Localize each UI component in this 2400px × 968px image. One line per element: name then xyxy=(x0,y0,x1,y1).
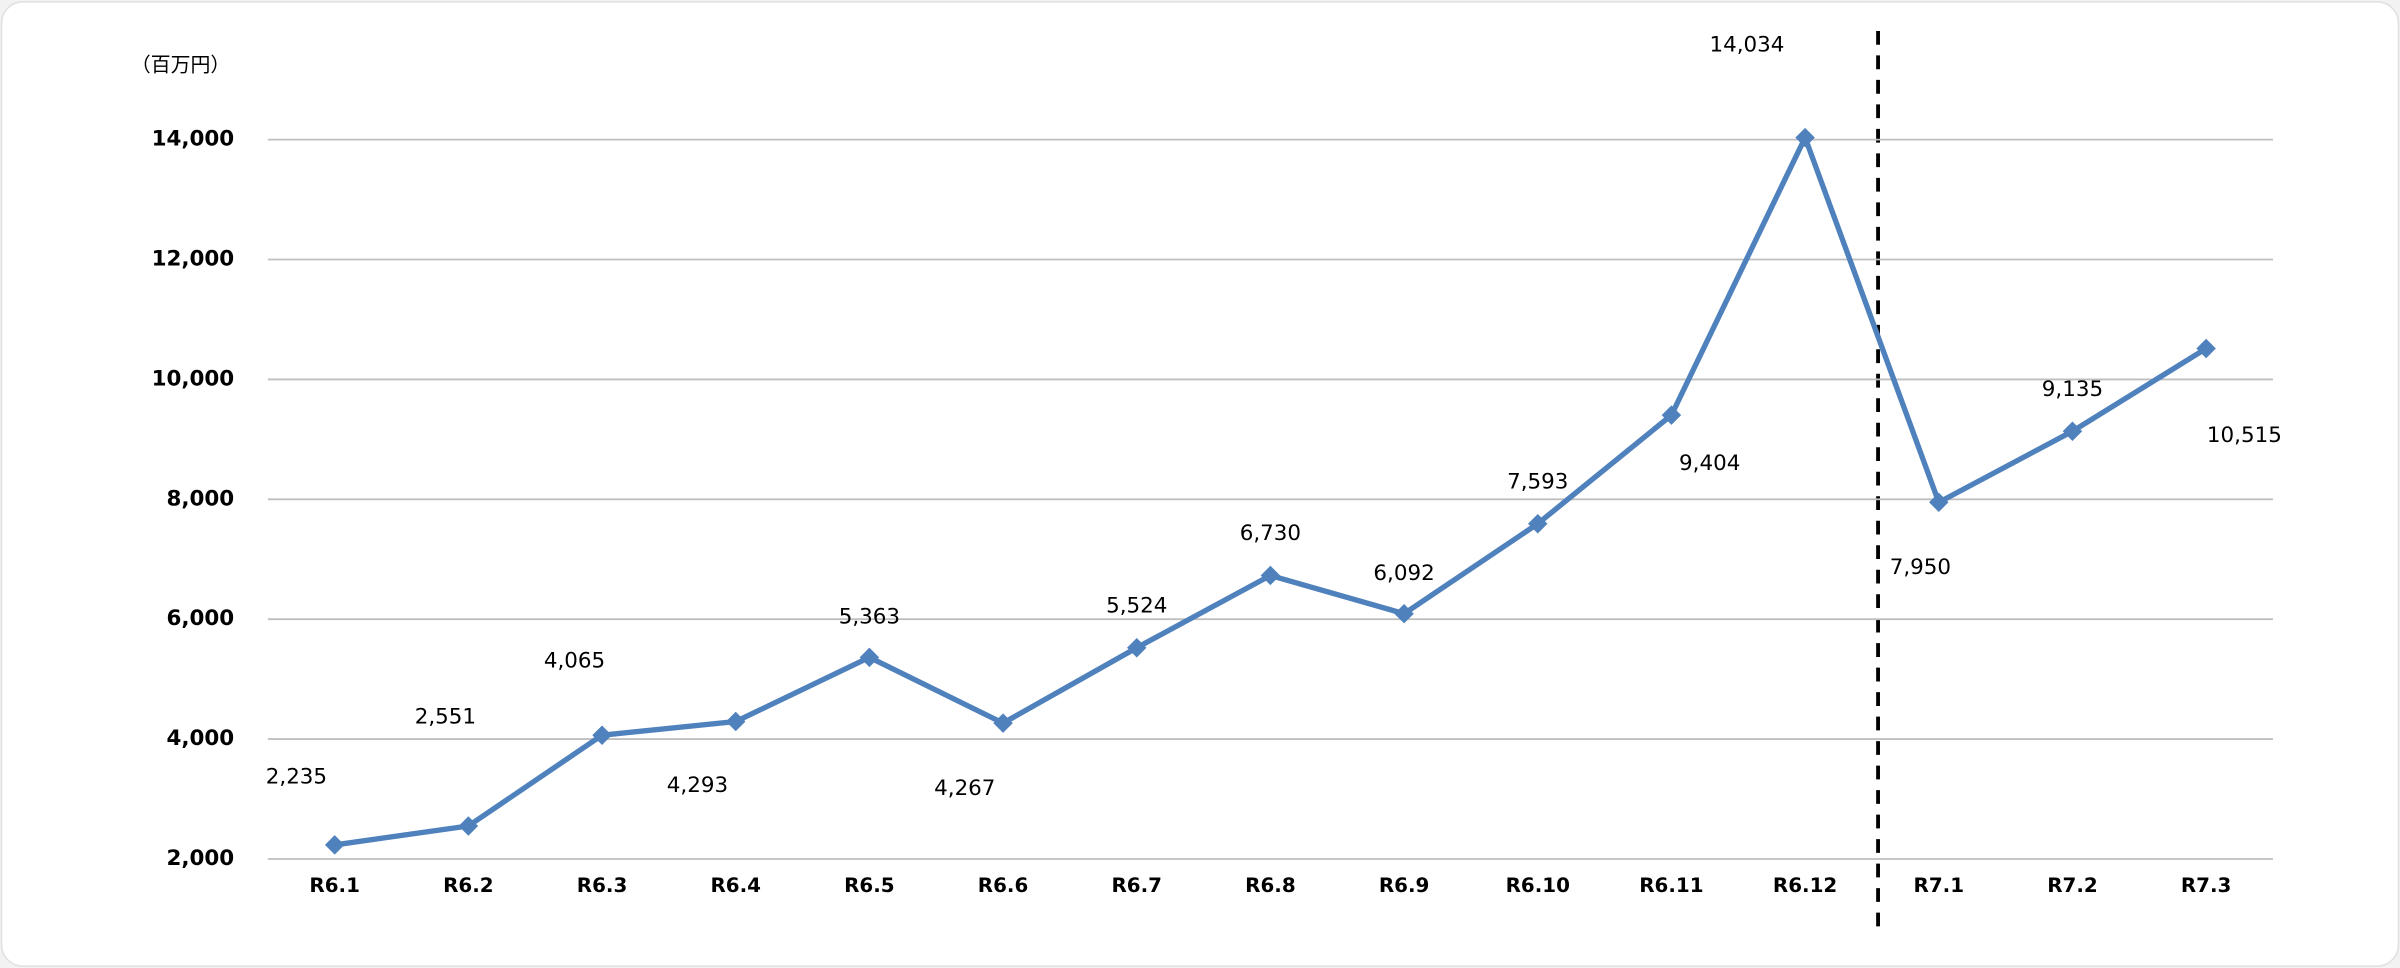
value-label: 9,404 xyxy=(1679,451,1740,476)
value-label: 10,515 xyxy=(2207,423,2282,448)
x-tick-label: R6.2 xyxy=(443,874,494,897)
value-label: 2,235 xyxy=(266,765,327,790)
unit-label: （百万円） xyxy=(131,54,230,77)
value-label: 4,293 xyxy=(667,773,728,798)
x-tick-label: R6.5 xyxy=(844,874,895,897)
marker xyxy=(458,816,479,836)
marker xyxy=(859,647,880,668)
marker xyxy=(324,835,345,855)
value-label: 14,034 xyxy=(1709,33,1784,58)
value-label: 5,363 xyxy=(839,605,900,630)
y-tick-label: 6,000 xyxy=(166,606,234,631)
y-tick-label: 4,000 xyxy=(166,726,234,751)
y-tick-label: 14,000 xyxy=(152,127,235,152)
value-label: 4,267 xyxy=(934,776,995,801)
x-tick-label: R6.10 xyxy=(1506,874,1570,897)
x-tick-label: R6.8 xyxy=(1245,874,1296,897)
x-tick-label: R6.6 xyxy=(978,874,1029,897)
value-label: 4,065 xyxy=(544,649,605,674)
y-tick-label: 2,000 xyxy=(166,846,234,871)
y-tick-label: 8,000 xyxy=(166,486,234,511)
marker xyxy=(1528,513,1548,534)
x-tick-label: R6.11 xyxy=(1639,874,1703,897)
x-tick-label: R6.9 xyxy=(1379,874,1430,897)
x-tick-label: R6.1 xyxy=(309,874,360,897)
value-label: 9,135 xyxy=(2042,377,2103,402)
x-tick-label: R6.4 xyxy=(710,874,761,897)
x-tick-label: R7.1 xyxy=(1914,874,1965,897)
value-label: 7,950 xyxy=(1890,555,1951,580)
y-tick-label: 10,000 xyxy=(152,366,235,391)
x-tick-label: R6.12 xyxy=(1773,874,1837,897)
y-tick-label: 12,000 xyxy=(152,247,235,272)
value-label: 2,551 xyxy=(415,704,476,729)
value-label: 7,593 xyxy=(1507,469,1568,494)
marker xyxy=(592,725,612,745)
x-tick-label: R6.3 xyxy=(577,874,628,897)
x-tick-label: R7.2 xyxy=(2047,874,2098,897)
x-tick-label: R6.7 xyxy=(1111,874,1162,897)
value-label: 5,524 xyxy=(1106,593,1167,618)
x-tick-label: R7.3 xyxy=(2181,874,2232,897)
value-label: 6,092 xyxy=(1373,561,1434,586)
value-label: 6,730 xyxy=(1240,521,1301,546)
